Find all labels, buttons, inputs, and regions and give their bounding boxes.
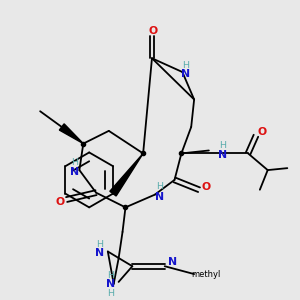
Text: H: H — [219, 141, 226, 150]
Text: H: H — [182, 61, 189, 70]
Text: N: N — [106, 279, 115, 289]
Text: H: H — [107, 271, 114, 280]
Text: H: H — [97, 240, 104, 249]
Text: methyl: methyl — [191, 270, 220, 279]
Text: N: N — [168, 257, 177, 267]
Polygon shape — [110, 153, 143, 196]
Text: H: H — [156, 182, 163, 191]
Text: N: N — [181, 69, 190, 79]
Text: O: O — [55, 197, 64, 208]
Text: O: O — [201, 182, 211, 192]
Text: O: O — [257, 127, 266, 137]
Text: O: O — [148, 26, 158, 36]
Text: H: H — [71, 158, 78, 167]
Text: H: H — [107, 289, 114, 298]
Text: N: N — [155, 192, 164, 202]
Text: N: N — [70, 167, 79, 177]
Text: N: N — [95, 248, 104, 259]
Polygon shape — [59, 124, 83, 144]
Text: N: N — [218, 150, 227, 161]
